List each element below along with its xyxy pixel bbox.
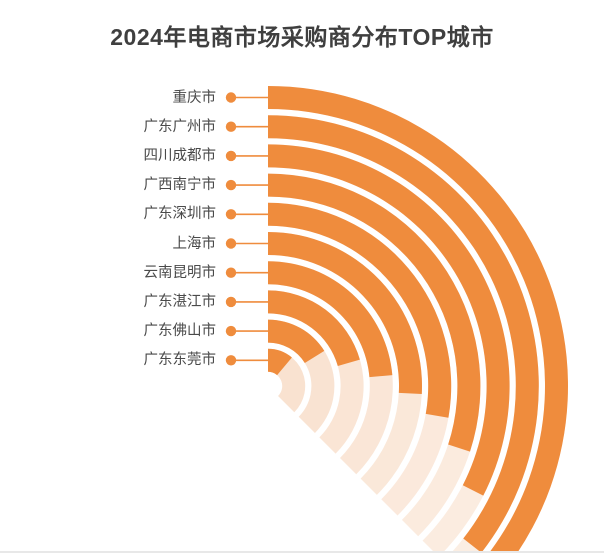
radial-bar-segment[interactable] bbox=[268, 173, 481, 452]
radial-bar-segment[interactable] bbox=[268, 144, 510, 496]
radial-bar-segment[interactable] bbox=[268, 261, 393, 378]
label-connector-dot bbox=[225, 355, 237, 366]
chart-title: 2024年电商市场采购商分布TOP城市 bbox=[110, 24, 494, 50]
radial-bar-segment[interactable] bbox=[268, 348, 292, 376]
bottom-divider bbox=[0, 551, 604, 553]
category-label[interactable]: 广东佛山市 bbox=[143, 322, 217, 339]
radial-bar-segment[interactable] bbox=[268, 86, 568, 553]
category-label[interactable]: 云南昆明市 bbox=[143, 264, 217, 281]
category-label[interactable]: 广东深圳市 bbox=[143, 206, 217, 223]
category-label[interactable]: 广东东莞市 bbox=[143, 352, 217, 369]
label-connector-dot bbox=[225, 209, 237, 220]
category-label[interactable]: 广东广州市 bbox=[143, 118, 217, 135]
label-connector-dot bbox=[225, 121, 237, 132]
label-connector-dot bbox=[225, 179, 237, 191]
radial-bar-segment[interactable] bbox=[268, 115, 539, 553]
label-connector-dot bbox=[225, 267, 237, 278]
radial-bar-segment[interactable] bbox=[268, 319, 325, 364]
label-connector-dot bbox=[225, 296, 237, 308]
radial-bar-segment[interactable] bbox=[268, 232, 422, 395]
label-connector-dot bbox=[225, 150, 237, 162]
label-connector-dot bbox=[225, 92, 237, 103]
category-label[interactable]: 广东湛江市 bbox=[143, 293, 217, 310]
category-label[interactable]: 上海市 bbox=[172, 235, 217, 252]
category-label[interactable]: 广西南宁市 bbox=[143, 176, 217, 193]
bar-layer bbox=[268, 86, 568, 553]
connector-layer bbox=[225, 92, 268, 366]
radial-bar-segment[interactable] bbox=[268, 202, 452, 418]
radial-bar-segment[interactable] bbox=[268, 290, 360, 366]
category-label[interactable]: 四川成都市 bbox=[143, 147, 217, 164]
category-label[interactable]: 重庆市 bbox=[172, 89, 217, 106]
label-connector-dot bbox=[225, 325, 237, 337]
label-connector-dot bbox=[225, 238, 237, 249]
